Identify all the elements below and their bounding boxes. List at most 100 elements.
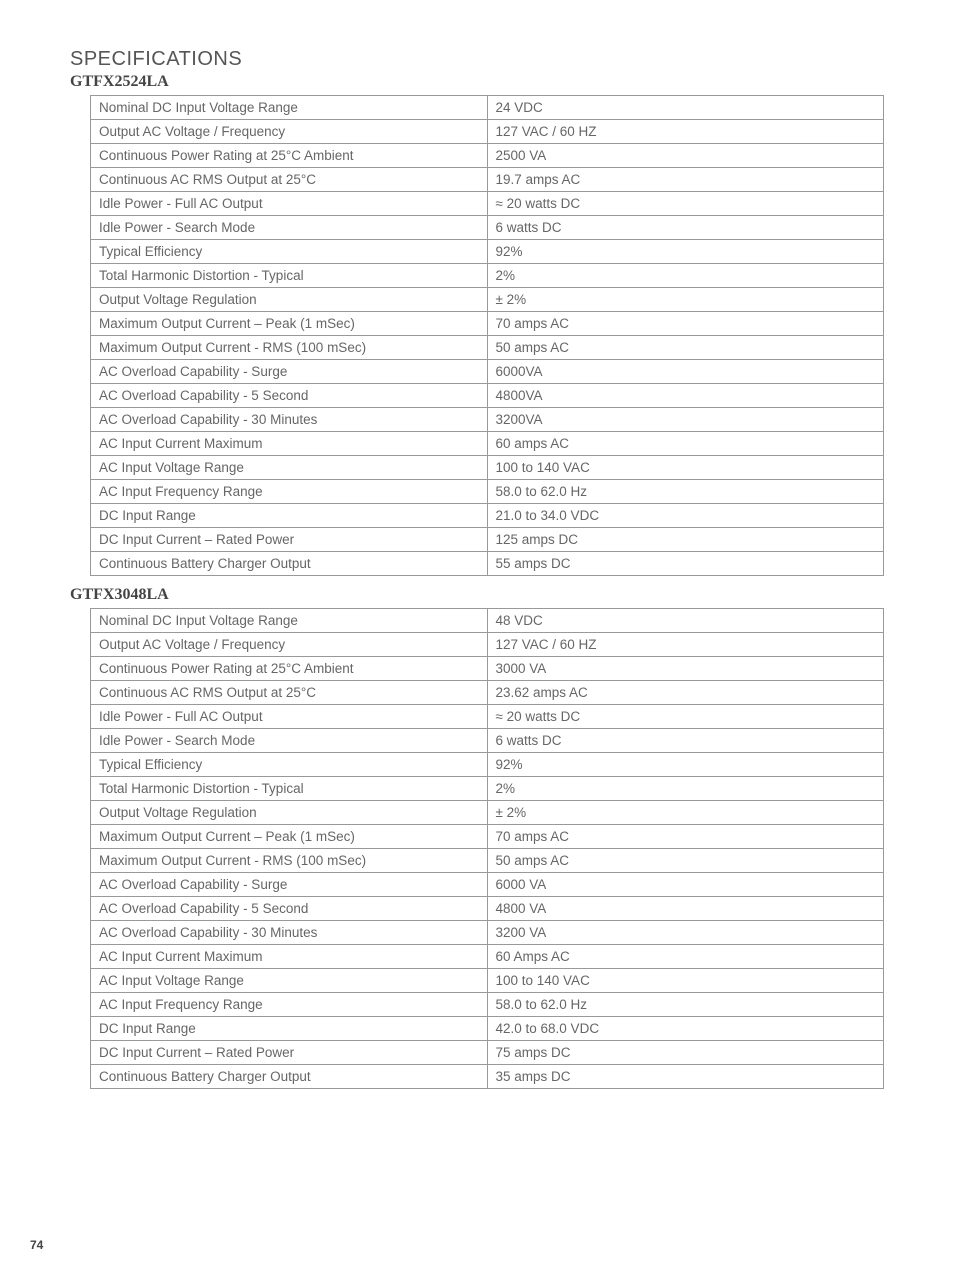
spec-label: AC Input Voltage Range — [91, 456, 488, 480]
spec-label: Continuous Battery Charger Output — [91, 552, 488, 576]
spec-label: Maximum Output Current – Peak (1 mSec) — [91, 825, 488, 849]
spec-value: 4800VA — [487, 384, 884, 408]
spec-label: AC Input Frequency Range — [91, 480, 488, 504]
spec-label: Output Voltage Regulation — [91, 288, 488, 312]
table-row: AC Overload Capability - 30 Minutes3200 … — [91, 921, 884, 945]
spec-value: 100 to 140 VAC — [487, 969, 884, 993]
spec-value: 55 amps DC — [487, 552, 884, 576]
spec-label: AC Input Frequency Range — [91, 993, 488, 1017]
spec-label: Maximum Output Current - RMS (100 mSec) — [91, 336, 488, 360]
spec-label: Total Harmonic Distortion - Typical — [91, 777, 488, 801]
spec-label: Idle Power - Search Mode — [91, 729, 488, 753]
table-row: DC Input Current – Rated Power75 amps DC — [91, 1041, 884, 1065]
table-row: Continuous Battery Charger Output55 amps… — [91, 552, 884, 576]
spec-value: 6 watts DC — [487, 729, 884, 753]
table-row: Output Voltage Regulation± 2% — [91, 801, 884, 825]
spec-value: ± 2% — [487, 801, 884, 825]
table-row: Continuous Battery Charger Output35 amps… — [91, 1065, 884, 1089]
table-row: AC Input Current Maximum60 amps AC — [91, 432, 884, 456]
spec-value: ≈ 20 watts DC — [487, 705, 884, 729]
spec-value: 92% — [487, 240, 884, 264]
spec-value: 127 VAC / 60 HZ — [487, 120, 884, 144]
table-row: Nominal DC Input Voltage Range48 VDC — [91, 609, 884, 633]
table-row: Idle Power - Full AC Output≈ 20 watts DC — [91, 705, 884, 729]
table-row: DC Input Current – Rated Power125 amps D… — [91, 528, 884, 552]
spec-label: AC Input Current Maximum — [91, 432, 488, 456]
table-row: Continuous Power Rating at 25°C Ambient2… — [91, 144, 884, 168]
table-row: Idle Power - Search Mode6 watts DC — [91, 729, 884, 753]
spec-label: AC Input Current Maximum — [91, 945, 488, 969]
spec-value: 6 watts DC — [487, 216, 884, 240]
spec-label: Total Harmonic Distortion - Typical — [91, 264, 488, 288]
spec-value: 60 amps AC — [487, 432, 884, 456]
table-row: AC Overload Capability - 30 Minutes3200V… — [91, 408, 884, 432]
spec-value: 58.0 to 62.0 Hz — [487, 993, 884, 1017]
spec-value: 3000 VA — [487, 657, 884, 681]
spec-value: 24 VDC — [487, 96, 884, 120]
spec-value: 60 Amps AC — [487, 945, 884, 969]
spec-value: 58.0 to 62.0 Hz — [487, 480, 884, 504]
table-row: AC Input Current Maximum60 Amps AC — [91, 945, 884, 969]
model-title-2: GTFX3048LA — [70, 586, 884, 604]
spec-label: Output AC Voltage / Frequency — [91, 633, 488, 657]
spec-label: Idle Power - Full AC Output — [91, 705, 488, 729]
spec-label: Idle Power - Full AC Output — [91, 192, 488, 216]
page-number: 74 — [30, 1238, 43, 1252]
table-row: DC Input Range21.0 to 34.0 VDC — [91, 504, 884, 528]
spec-value: 92% — [487, 753, 884, 777]
table-row: AC Input Frequency Range58.0 to 62.0 Hz — [91, 480, 884, 504]
table-row: Nominal DC Input Voltage Range24 VDC — [91, 96, 884, 120]
spec-label: Continuous Power Rating at 25°C Ambient — [91, 144, 488, 168]
spec-label: AC Overload Capability - Surge — [91, 360, 488, 384]
spec-value: 70 amps AC — [487, 312, 884, 336]
table-row: Idle Power - Full AC Output≈ 20 watts DC — [91, 192, 884, 216]
spec-value: 75 amps DC — [487, 1041, 884, 1065]
table-row: Typical Efficiency92% — [91, 240, 884, 264]
spec-value: 35 amps DC — [487, 1065, 884, 1089]
spec-label: AC Overload Capability - 30 Minutes — [91, 921, 488, 945]
spec-label: Maximum Output Current - RMS (100 mSec) — [91, 849, 488, 873]
spec-label: Continuous Battery Charger Output — [91, 1065, 488, 1089]
spec-value: 125 amps DC — [487, 528, 884, 552]
table-row: AC Overload Capability - 5 Second4800VA — [91, 384, 884, 408]
spec-value: 100 to 140 VAC — [487, 456, 884, 480]
table-row: AC Input Voltage Range100 to 140 VAC — [91, 969, 884, 993]
section-title: SPECIFICATIONS — [70, 48, 884, 71]
spec-value: 3200VA — [487, 408, 884, 432]
spec-label: DC Input Range — [91, 504, 488, 528]
spec-label: Idle Power - Search Mode — [91, 216, 488, 240]
table-row: Maximum Output Current - RMS (100 mSec)5… — [91, 336, 884, 360]
spec-value: 127 VAC / 60 HZ — [487, 633, 884, 657]
table-row: DC Input Range42.0 to 68.0 VDC — [91, 1017, 884, 1041]
table-row: Typical Efficiency92% — [91, 753, 884, 777]
spec-value: 2500 VA — [487, 144, 884, 168]
spec-value: 42.0 to 68.0 VDC — [487, 1017, 884, 1041]
table-row: Total Harmonic Distortion - Typical2% — [91, 264, 884, 288]
spec-label: Continuous Power Rating at 25°C Ambient — [91, 657, 488, 681]
table-row: Maximum Output Current – Peak (1 mSec)70… — [91, 312, 884, 336]
spec-value: 48 VDC — [487, 609, 884, 633]
table-row: Output AC Voltage / Frequency127 VAC / 6… — [91, 120, 884, 144]
spec-value: 2% — [487, 777, 884, 801]
table-row: Continuous Power Rating at 25°C Ambient3… — [91, 657, 884, 681]
spec-label: AC Input Voltage Range — [91, 969, 488, 993]
table-row: AC Overload Capability - Surge6000 VA — [91, 873, 884, 897]
table-row: AC Overload Capability - Surge6000VA — [91, 360, 884, 384]
table-row: Continuous AC RMS Output at 25°C23.62 am… — [91, 681, 884, 705]
spec-label: Continuous AC RMS Output at 25°C — [91, 168, 488, 192]
spec-label: Nominal DC Input Voltage Range — [91, 96, 488, 120]
spec-label: DC Input Current – Rated Power — [91, 1041, 488, 1065]
table-row: Continuous AC RMS Output at 25°C19.7 amp… — [91, 168, 884, 192]
spec-value: ± 2% — [487, 288, 884, 312]
spec-label: AC Overload Capability - Surge — [91, 873, 488, 897]
table-row: AC Input Frequency Range58.0 to 62.0 Hz — [91, 993, 884, 1017]
table-row: Maximum Output Current - RMS (100 mSec)5… — [91, 849, 884, 873]
table-row: Maximum Output Current – Peak (1 mSec)70… — [91, 825, 884, 849]
spec-value: 6000VA — [487, 360, 884, 384]
spec-label: Nominal DC Input Voltage Range — [91, 609, 488, 633]
spec-table-1: Nominal DC Input Voltage Range24 VDCOutp… — [90, 95, 884, 576]
spec-value: 3200 VA — [487, 921, 884, 945]
table-row: Output AC Voltage / Frequency127 VAC / 6… — [91, 633, 884, 657]
table-row: Total Harmonic Distortion - Typical2% — [91, 777, 884, 801]
spec-value: 4800 VA — [487, 897, 884, 921]
